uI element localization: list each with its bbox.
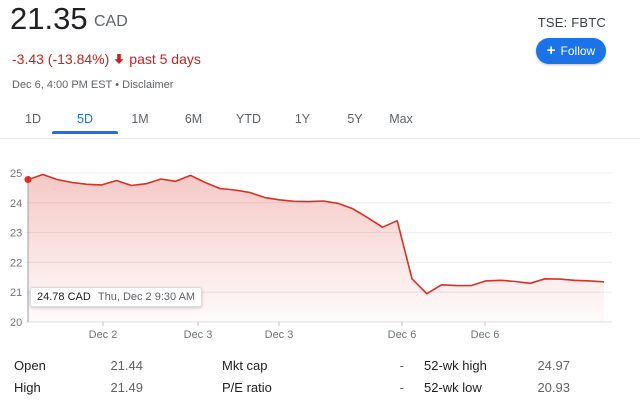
y-tick-label: 25 (10, 168, 22, 180)
y-tick-label: 24 (10, 198, 22, 210)
hover-point (24, 176, 32, 184)
meta-separator: • (115, 79, 120, 91)
ticker-symbol: TSE: FBTC (537, 15, 606, 30)
quote-meta: Dec 6, 4:00 PM EST • Disclaimer (12, 79, 173, 91)
stat-value-52-wk-low: 20.93 (537, 380, 570, 395)
range-divider (0, 138, 640, 139)
price-change: -3.43 (-13.84%) past 5 days (12, 51, 201, 67)
x-tick-label: Dec 6 (471, 329, 500, 341)
range-tab-1d[interactable]: 1D (25, 112, 41, 126)
stat-value-p-e-ratio: - (399, 380, 404, 395)
stat-label-open: Open (14, 358, 46, 373)
stat-label-mkt-cap: Mkt cap (222, 358, 268, 373)
range-tab-6m[interactable]: 6M (184, 112, 203, 126)
range-tab-max[interactable]: Max (389, 112, 413, 126)
tooltip-time: Thu, Dec 2 9:30 AM (97, 291, 196, 303)
x-tick-label: Dec 2 (89, 329, 118, 341)
stat-label-52-wk-high: 52-wk high (424, 358, 487, 373)
stat-value-high: 21.49 (110, 380, 143, 395)
price-value: 21.35 (10, 1, 88, 36)
follow-label: Follow (560, 44, 596, 58)
stat-label-52-wk-low: 52-wk low (424, 380, 482, 395)
price-area (28, 174, 604, 322)
range-tab-5d[interactable]: 5D (52, 112, 118, 134)
range-tab-1m[interactable]: 1M (131, 112, 149, 126)
disclaimer-link[interactable]: Disclaimer (122, 79, 174, 91)
change-period: past 5 days (129, 51, 201, 67)
stat-value-mkt-cap: - (399, 358, 404, 373)
x-tick-label: Dec 3 (265, 329, 294, 341)
x-tick-label: Dec 3 (184, 329, 213, 341)
stat-value-open: 21.44 (110, 358, 143, 373)
price-currency: CAD (94, 13, 128, 30)
price-line (27, 173, 605, 295)
stat-label-p-e-ratio: P/E ratio (222, 380, 272, 395)
tooltip-value: 24.78 CAD (37, 291, 91, 303)
follow-button[interactable]: + Follow (536, 38, 606, 64)
range-tabs: 1D 5D 1M 6M YTD 1Y 5Y Max (10, 112, 421, 134)
range-tab-ytd[interactable]: YTD (236, 112, 261, 126)
price-chart: 25 24 23 22 21 20 Dec 2 Dec 3 Dec 3 Dec 6 Dec 6 (10, 168, 612, 341)
range-tab-5y[interactable]: 5Y (347, 112, 363, 126)
y-tick-label: 20 (10, 317, 22, 329)
range-tab-1y[interactable]: 1Y (294, 112, 311, 126)
x-tick-label: Dec 6 (388, 329, 417, 341)
y-tick-label: 23 (10, 228, 22, 240)
y-tick-label: 22 (10, 257, 22, 269)
arrow-down-icon (114, 54, 124, 64)
change-value: -3.43 (-13.84%) (12, 51, 110, 67)
plus-icon: + (546, 42, 556, 59)
stat-value-52-wk-high: 24.97 (537, 358, 570, 373)
chart-tooltip: 24.78 CAD Thu, Dec 2 9:30 AM (30, 287, 203, 307)
quote-timestamp: Dec 6, 4:00 PM EST (12, 79, 113, 91)
y-tick-label: 21 (10, 287, 22, 299)
stat-label-high: High (14, 380, 41, 395)
